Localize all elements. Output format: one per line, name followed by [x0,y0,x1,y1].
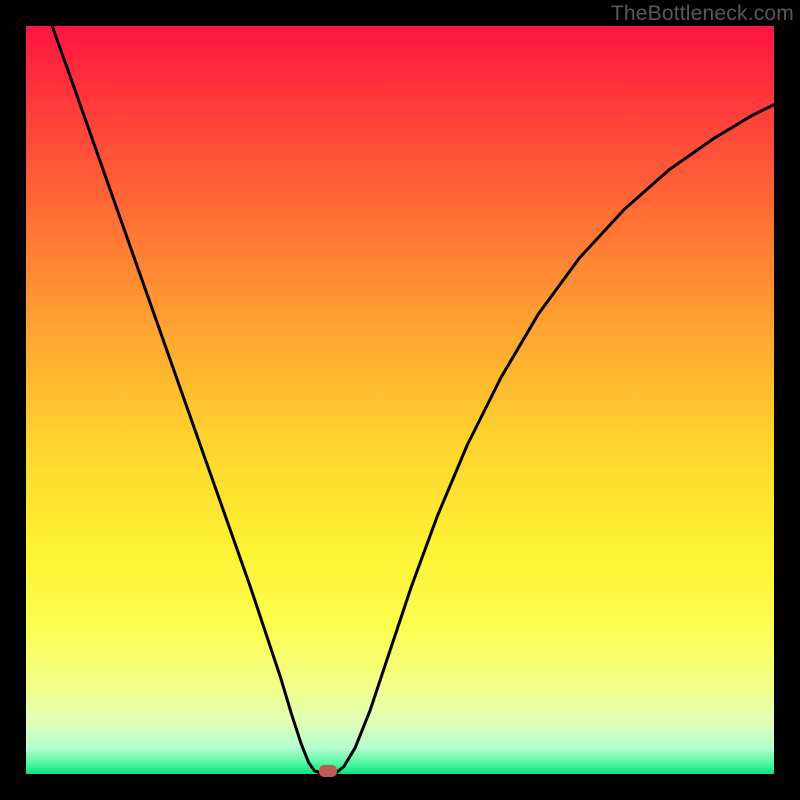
bottleneck-chart: TheBottleneck.com [0,0,800,800]
minimum-marker [319,765,337,776]
plot-background-gradient [26,26,774,774]
source-watermark: TheBottleneck.com [611,2,794,26]
